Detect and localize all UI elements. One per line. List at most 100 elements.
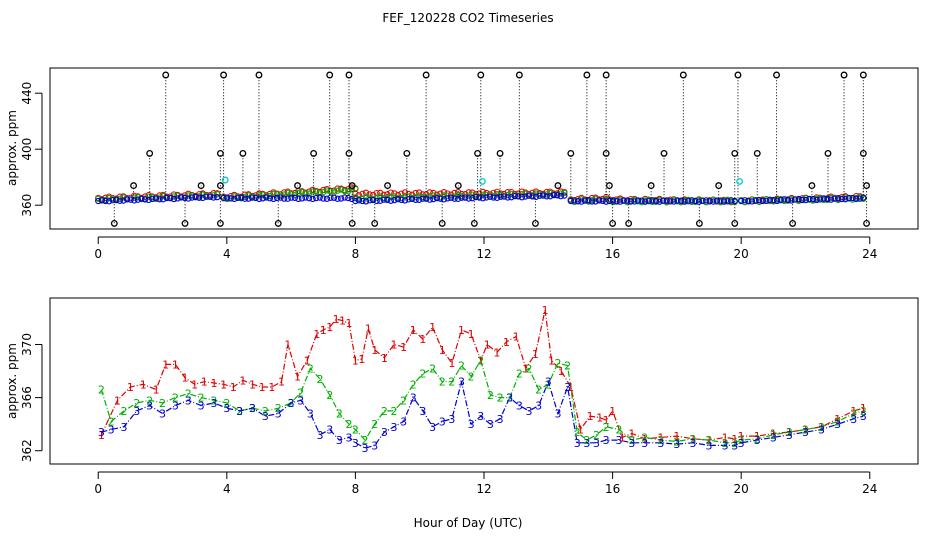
top-spike-mid-point (824, 149, 832, 157)
series-1-point: 1 (201, 376, 208, 389)
top-point-red (394, 191, 402, 199)
top-point-blue (330, 194, 338, 201)
top-axes: 0 4 8 12 16 20 24 360 400 440 (20, 82, 877, 261)
top-point-blue (316, 194, 323, 201)
series-1-point: 1 (182, 372, 189, 385)
top-point-green (341, 187, 348, 195)
series-1-point: 1 (577, 423, 584, 436)
series-1-point: 1 (673, 430, 680, 443)
top-point-blue (745, 197, 752, 205)
bottom-y-tick-label: 370 (20, 333, 34, 356)
top-point-blue (724, 198, 731, 205)
top-x-tick-label: 20 (734, 247, 749, 261)
series-1-point: 1 (477, 354, 484, 367)
top-point-blue (702, 197, 710, 204)
top-spike-small-point (863, 182, 871, 190)
top-spike-high-point (734, 71, 742, 79)
series-1-point: 1 (259, 381, 266, 394)
top-point-blue (554, 192, 561, 199)
series-3-point: 3 (172, 400, 179, 413)
top-point-blue (408, 195, 416, 203)
series-1-point: 1 (114, 394, 121, 407)
top-point-blue (170, 195, 178, 203)
top-point-blue (741, 197, 748, 204)
top-point-blue (252, 194, 259, 202)
top-point-blue (320, 195, 327, 202)
series-3-point: 3 (468, 418, 475, 431)
series-1-point: 1 (596, 412, 603, 425)
bottom-x-tick-label: 20 (734, 482, 749, 496)
series-3-point: 3 (297, 394, 304, 407)
series-2-point: 2 (98, 384, 105, 397)
top-point-blue (638, 197, 645, 204)
top-point-blue (98, 197, 105, 204)
series-1-point: 1 (619, 431, 626, 444)
series-2-point: 2 (159, 397, 166, 410)
series-2-point: 2 (336, 408, 343, 421)
top-point-green (95, 195, 102, 202)
top-point-blue (670, 198, 678, 205)
top-point-red (116, 193, 123, 200)
series-1-point: 1 (738, 430, 745, 443)
series-2-point: 2 (497, 392, 504, 405)
series-3-point: 3 (818, 423, 825, 436)
series-1-point: 1 (731, 433, 738, 446)
top-point-green (543, 191, 550, 198)
series-2-point: 2 (641, 431, 648, 444)
top-point-blue (102, 197, 109, 205)
top-point-red (345, 186, 352, 193)
top-point-blue (592, 198, 599, 205)
top-point-blue (458, 194, 465, 201)
series-1-point: 1 (365, 323, 372, 336)
top-point-red (334, 185, 341, 192)
series-3-point: 3 (860, 410, 867, 423)
top-spike-high-point (602, 71, 610, 79)
series-1-point: 1 (140, 378, 147, 391)
top-point-blue (713, 197, 720, 204)
series-3-point: 3 (738, 437, 745, 450)
top-spike-small-point (605, 182, 613, 190)
top-point-blue (853, 195, 860, 203)
top-point-blue (177, 194, 185, 201)
series-2-point: 2 (381, 405, 388, 418)
top-point-blue (277, 194, 284, 201)
series-3-point: 3 (371, 439, 378, 452)
series-3-point: 3 (641, 437, 648, 450)
series-3-point: 3 (673, 438, 680, 451)
series-3-point: 3 (564, 381, 571, 394)
series-2-point: 2 (722, 437, 729, 450)
top-spike-mid-point (239, 149, 247, 157)
top-point-blue (359, 197, 366, 205)
top-spike-small-point (384, 182, 392, 190)
top-point-blue (631, 198, 638, 205)
series-3-point: 3 (593, 437, 600, 450)
series-1-point: 1 (268, 381, 275, 394)
series-1-point: 1 (410, 324, 417, 337)
series-1-point: 1 (439, 344, 446, 357)
top-point-red (426, 189, 433, 196)
series-2-point: 2 (754, 433, 761, 446)
top-point-blue (302, 194, 309, 201)
series-3-point: 3 (429, 421, 436, 434)
x-axis-title: Hour of Day (UTC) (414, 516, 523, 530)
series-2-point: 2 (198, 392, 205, 405)
top-point-blue (437, 195, 444, 202)
top-point-blue (174, 195, 181, 202)
series-2-point: 2 (172, 392, 179, 405)
top-point-blue (295, 195, 302, 202)
series-1-point: 1 (493, 346, 500, 359)
series-3-point: 3 (362, 442, 369, 455)
top-point-blue (248, 194, 256, 201)
series-1-point: 1 (558, 365, 565, 378)
top-point-blue (401, 197, 409, 204)
top-point-blue (238, 194, 245, 201)
top-point-green (788, 195, 795, 202)
series-3-point: 3 (689, 437, 696, 450)
series-1-point: 1 (249, 378, 256, 391)
series-1-point: 1 (689, 433, 696, 446)
series-2-point: 2 (564, 360, 571, 373)
top-point-green (273, 191, 281, 198)
top-point-blue (214, 193, 221, 201)
top-spike-mid-point (660, 149, 668, 157)
